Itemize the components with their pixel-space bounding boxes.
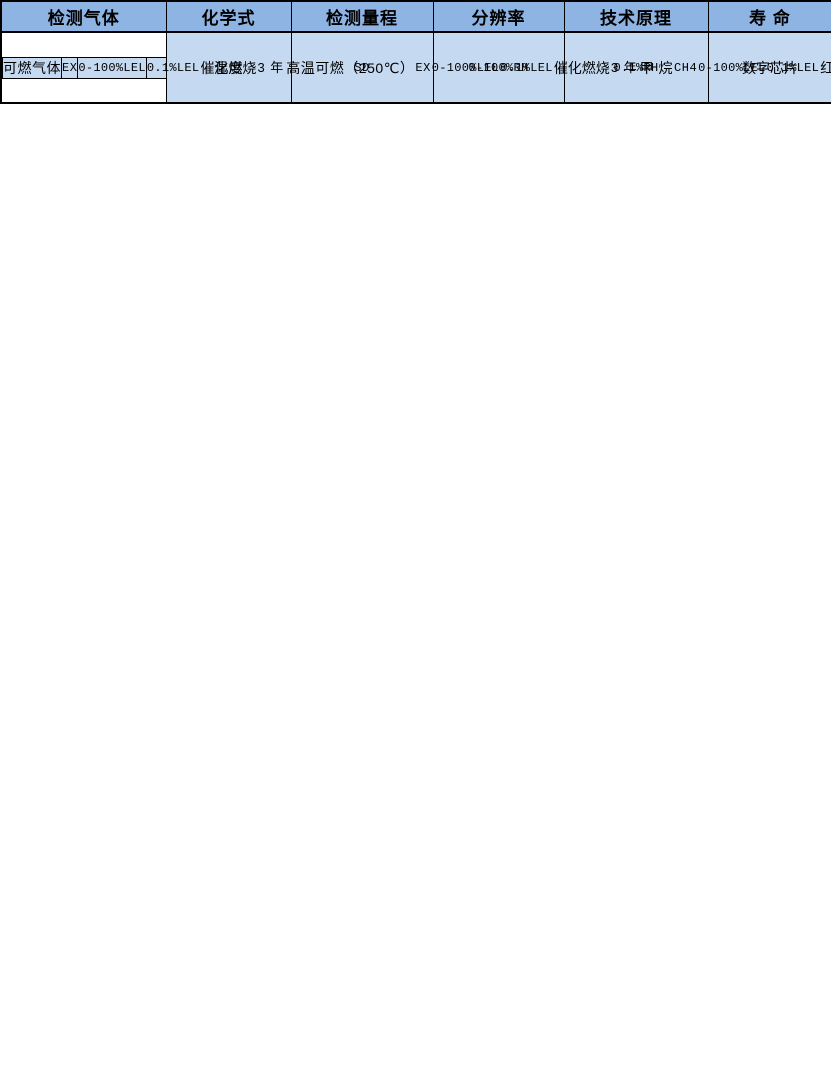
cell-gas: 高温可燃（250℃） bbox=[285, 56, 416, 79]
column-header-formula: 化学式 bbox=[165, 0, 292, 33]
cell-form: EX bbox=[414, 56, 432, 79]
cell-tech: 红外线 bbox=[819, 55, 831, 80]
table-header: 检测气体 化学式 检测量程 分辨率 技术原理 寿 命 bbox=[0, 0, 831, 33]
cell-form: CH4 bbox=[673, 55, 699, 80]
column-header-range: 检测量程 bbox=[290, 0, 434, 33]
cell-tech: 催化燃烧 bbox=[552, 56, 611, 79]
cell-form: EX bbox=[60, 56, 79, 79]
column-header-lifespan: 寿 命 bbox=[707, 0, 831, 33]
column-header-resolution: 分辨率 bbox=[432, 0, 565, 33]
cell-range: 0-100%LEL bbox=[77, 56, 147, 79]
cell-gas: 可燃气体 bbox=[2, 56, 62, 79]
header-row: 检测气体 化学式 检测量程 分辨率 技术原理 寿 命 bbox=[0, 0, 831, 33]
column-header-gas: 检测气体 bbox=[0, 0, 167, 33]
cell-life: 3 年 bbox=[256, 56, 286, 79]
column-header-technology: 技术原理 bbox=[563, 0, 709, 33]
gas-detection-spec-table: 检测气体 化学式 检测量程 分辨率 技术原理 寿 命 可燃气体 EX 0-100%L… bbox=[0, 0, 831, 104]
cell-res: 0.1%LEL bbox=[145, 56, 201, 79]
